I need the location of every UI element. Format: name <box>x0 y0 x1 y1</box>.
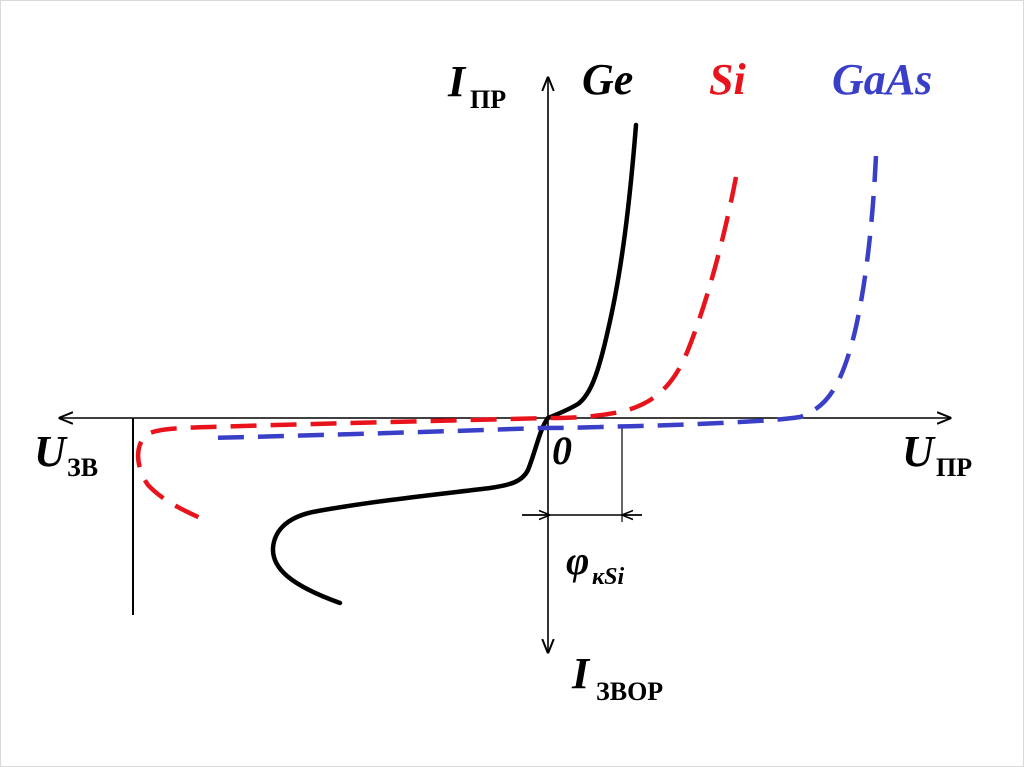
legend-si: Si <box>709 55 746 104</box>
y-positive-main: I <box>447 57 467 106</box>
origin-label: 0 <box>552 428 572 473</box>
x-positive-main: U <box>902 427 936 476</box>
x-negative-axis-label: U ЗВ <box>34 427 98 482</box>
x-negative-sub: ЗВ <box>67 453 98 482</box>
x-positive-axis-label: U ПР <box>902 427 972 482</box>
phi-label: φ кSi <box>566 538 625 590</box>
series-ge-curve <box>270 122 639 606</box>
x-positive-sub: ПР <box>936 453 972 482</box>
y-negative-axis-label: I ЗВОР <box>571 649 663 706</box>
series-si-curve <box>136 176 739 523</box>
phi-main: φ <box>566 538 589 583</box>
y-negative-sub: ЗВОР <box>596 677 663 706</box>
y-positive-sub: ПР <box>470 85 506 114</box>
legend-ge: Ge <box>582 55 633 104</box>
phi-sub: кSi <box>592 564 625 590</box>
y-negative-main: I <box>571 649 591 698</box>
series-gaas-curve <box>209 155 879 441</box>
x-negative-main: U <box>34 427 68 476</box>
legend-gaas: GaAs <box>832 55 932 104</box>
y-positive-axis-label: I ПР <box>447 57 506 114</box>
